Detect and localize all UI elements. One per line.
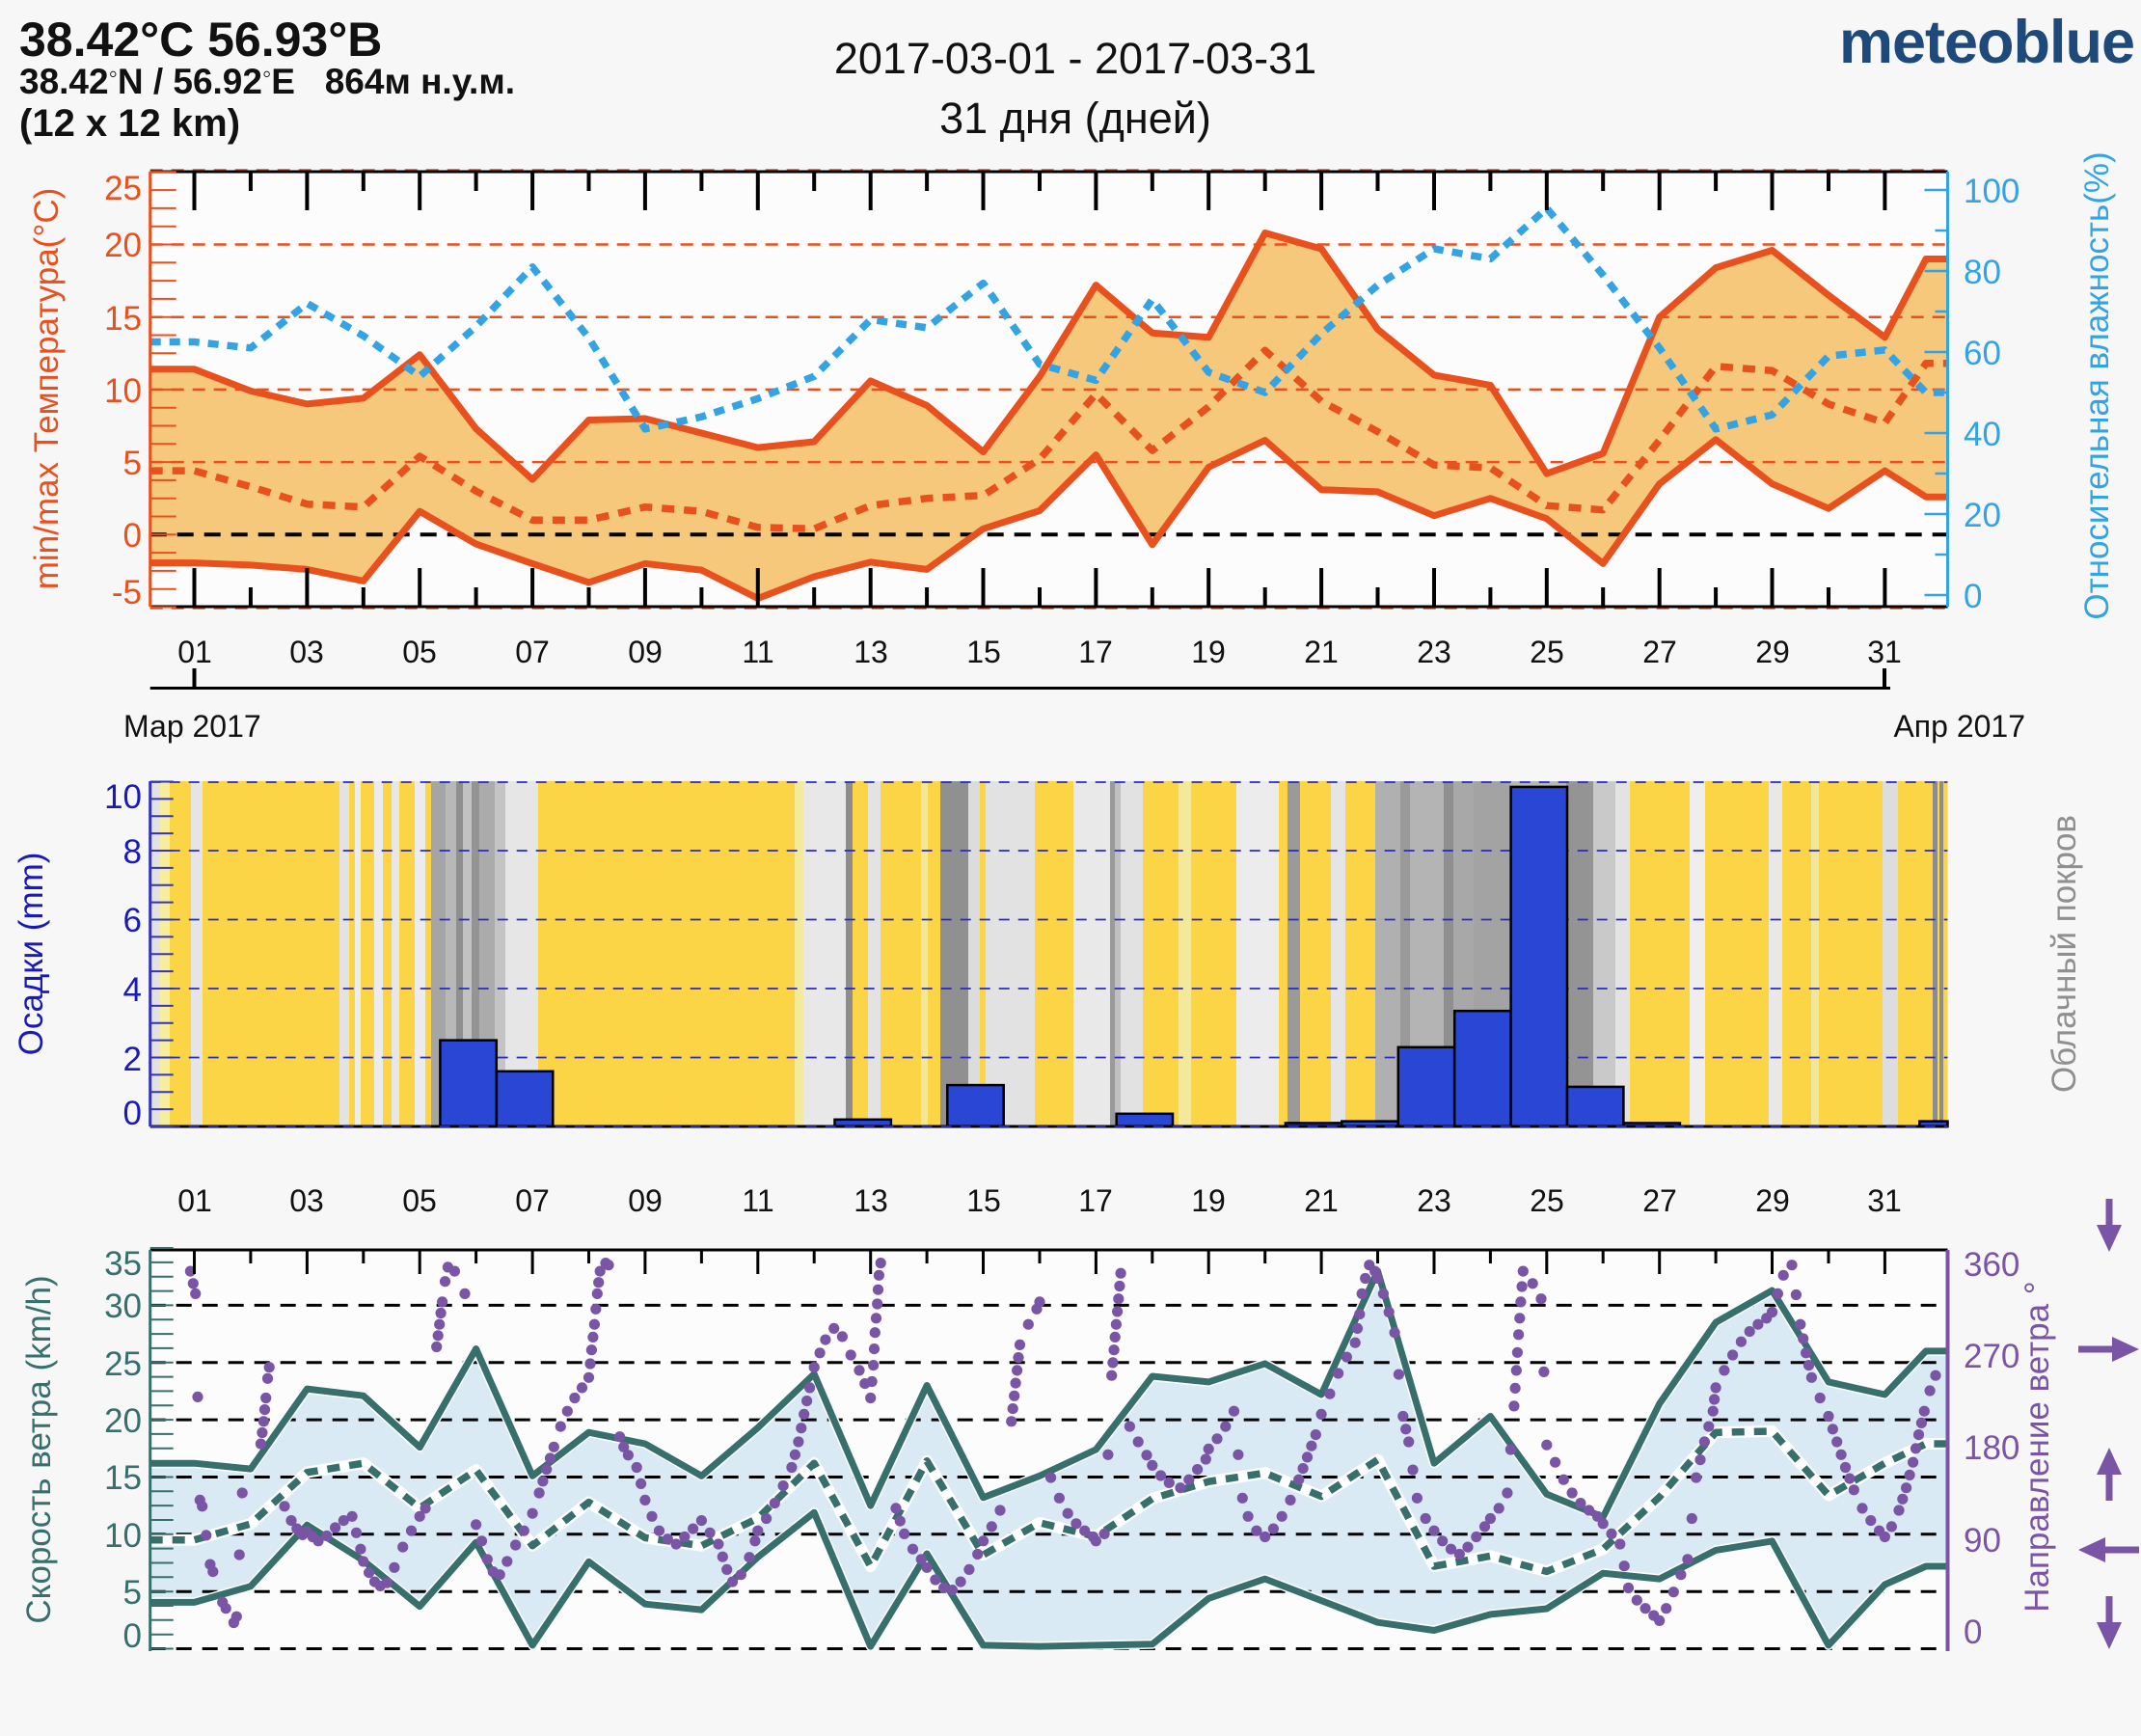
svg-text:min/max Температура(°C): min/max Температура(°C): [28, 188, 66, 590]
svg-text:19: 19: [1191, 635, 1226, 669]
svg-text:2: 2: [123, 1041, 142, 1078]
svg-text:100: 100: [1964, 173, 2019, 210]
svg-text:13: 13: [854, 635, 888, 669]
svg-text:180: 180: [1964, 1429, 2019, 1467]
svg-text:23: 23: [1417, 635, 1451, 669]
svg-text:Относительная влажность(%): Относительная влажность(%): [2078, 151, 2116, 619]
svg-text:meteoblue: meteoblue: [1839, 9, 2134, 76]
svg-text:20: 20: [104, 227, 142, 264]
svg-text:40: 40: [1964, 416, 2001, 453]
svg-text:8: 8: [123, 833, 142, 871]
svg-text:Направление ветра °: Направление ветра °: [2019, 1281, 2056, 1613]
svg-text:23: 23: [1417, 1183, 1451, 1218]
svg-text:01: 01: [177, 1183, 212, 1218]
svg-text:25: 25: [1530, 635, 1564, 669]
svg-text:38.42◦N / 56.92◦E 864м н.у.м: 38.42◦N / 56.92◦E 864м н.у.м.: [19, 59, 515, 101]
svg-text:4: 4: [123, 971, 142, 1009]
svg-text:360: 360: [1964, 1246, 2019, 1284]
svg-text:11: 11: [742, 1183, 773, 1218]
svg-text:27: 27: [1642, 1183, 1677, 1218]
svg-text:29: 29: [1755, 635, 1790, 669]
svg-text:13: 13: [854, 1183, 888, 1218]
svg-text:20: 20: [104, 1402, 142, 1440]
svg-text:31: 31: [1867, 1183, 1902, 1218]
svg-text:31 дня (дней): 31 дня (дней): [939, 94, 1211, 143]
svg-text:11: 11: [742, 635, 773, 669]
svg-text:25: 25: [104, 170, 142, 207]
svg-text:15: 15: [104, 1459, 142, 1497]
svg-text:Осадки (mm): Осадки (mm): [13, 853, 50, 1056]
svg-text:03: 03: [289, 1183, 324, 1218]
svg-text:05: 05: [402, 635, 437, 669]
svg-text:6: 6: [123, 902, 142, 939]
svg-text:09: 09: [628, 1183, 663, 1218]
svg-text:2017-03-01 - 2017-03-31: 2017-03-01 - 2017-03-31: [834, 34, 1316, 83]
svg-text:10: 10: [104, 1517, 142, 1555]
svg-text:Мар 2017: Мар 2017: [123, 709, 261, 744]
svg-text:80: 80: [1964, 254, 2001, 291]
svg-text:10: 10: [104, 778, 142, 816]
svg-text:07: 07: [515, 1183, 550, 1218]
svg-text:-5: -5: [112, 574, 142, 611]
svg-text:(12 x 12 km): (12 x 12 km): [19, 102, 240, 145]
svg-text:0: 0: [1964, 578, 1982, 615]
svg-text:07: 07: [515, 635, 550, 669]
svg-text:29: 29: [1755, 1183, 1790, 1218]
svg-text:0: 0: [1964, 1614, 1982, 1651]
svg-text:21: 21: [1304, 635, 1339, 669]
svg-text:25: 25: [1530, 1183, 1564, 1218]
svg-text:38.42°C 56.93°B: 38.42°C 56.93°B: [19, 13, 382, 67]
svg-text:60: 60: [1964, 335, 2001, 372]
svg-text:15: 15: [966, 635, 1001, 669]
svg-text:0: 0: [123, 517, 142, 555]
svg-text:31: 31: [1867, 635, 1902, 669]
svg-text:19: 19: [1191, 1183, 1226, 1218]
svg-text:25: 25: [104, 1345, 142, 1383]
svg-text:27: 27: [1642, 635, 1677, 669]
svg-text:20: 20: [1964, 497, 2001, 534]
svg-text:10: 10: [104, 372, 142, 410]
svg-text:05: 05: [402, 1183, 437, 1218]
svg-text:17: 17: [1078, 1183, 1113, 1218]
svg-text:17: 17: [1078, 635, 1113, 669]
svg-text:01: 01: [177, 635, 212, 669]
svg-text:0: 0: [123, 1095, 142, 1132]
svg-text:03: 03: [289, 635, 324, 669]
svg-text:15: 15: [104, 300, 142, 338]
svg-text:270: 270: [1964, 1338, 2019, 1375]
svg-text:35: 35: [104, 1245, 142, 1283]
svg-text:5: 5: [123, 445, 142, 482]
svg-text:21: 21: [1304, 1183, 1339, 1218]
svg-text:0: 0: [123, 1617, 142, 1655]
svg-text:Скорость ветра (km/h): Скорость ветра (km/h): [20, 1275, 58, 1623]
svg-text:09: 09: [628, 635, 663, 669]
svg-text:Облачный покров: Облачный покров: [2046, 815, 2083, 1093]
svg-text:30: 30: [104, 1288, 142, 1325]
svg-text:90: 90: [1964, 1522, 2001, 1560]
svg-text:15: 15: [966, 1183, 1001, 1218]
svg-text:Апр 2017: Апр 2017: [1893, 709, 2025, 744]
svg-text:5: 5: [123, 1574, 142, 1612]
